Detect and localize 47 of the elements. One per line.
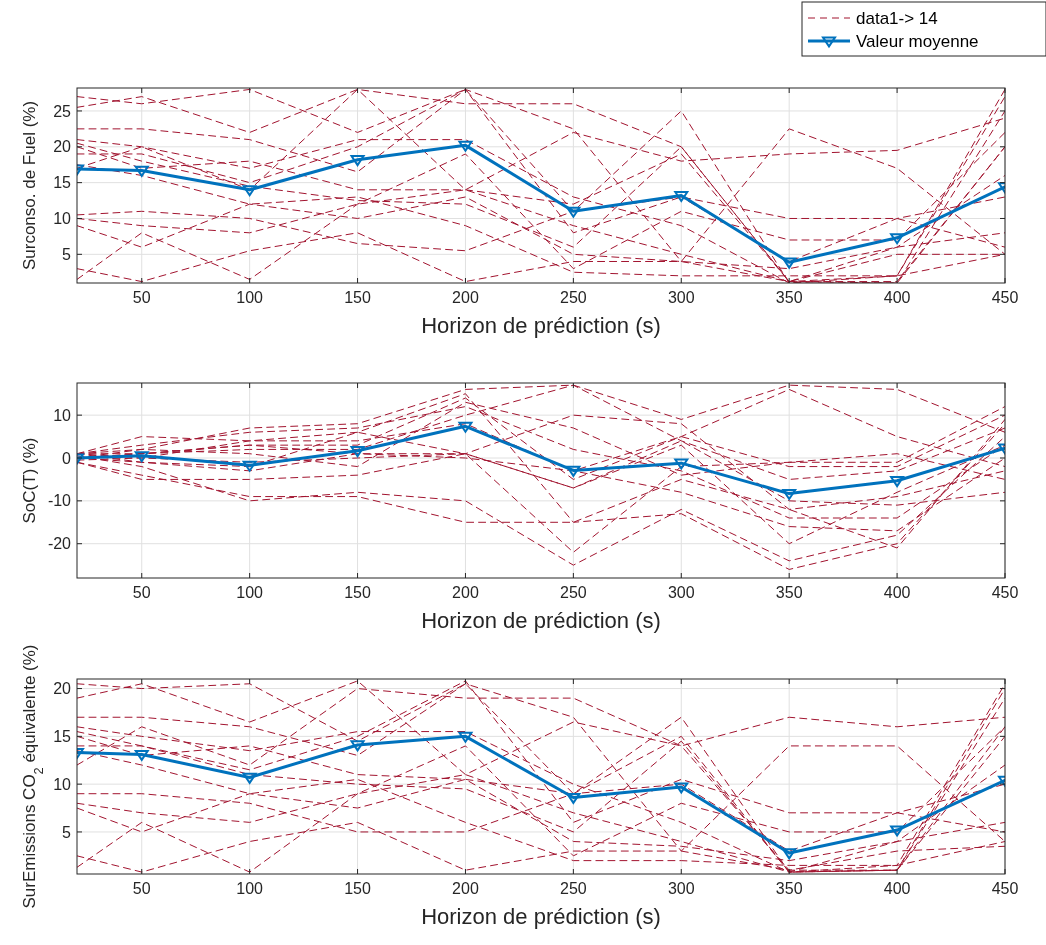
y-tick-label: 15 (53, 174, 72, 192)
y-tick-label: -10 (47, 492, 72, 510)
x-tick-label: 300 (667, 289, 695, 306)
x-tick-label: 200 (452, 289, 479, 306)
x-tick-label: 100 (236, 584, 264, 601)
y-tick-label: -20 (47, 535, 72, 553)
x-tick-label: 250 (560, 289, 587, 306)
x-tick-label: 200 (452, 584, 479, 601)
y-tick-label: 15 (53, 727, 72, 745)
legend-label: data1-> 14 (856, 8, 938, 28)
x-tick-label: 250 (560, 584, 587, 601)
x-tick-label: 100 (236, 880, 264, 897)
x-tick-label: 150 (344, 584, 371, 601)
x-tick-label: 400 (883, 289, 911, 306)
y-tick-label: 10 (53, 775, 72, 793)
y-tick-label: 20 (53, 138, 72, 156)
x-axis-title: Horizon de prédiction (s) (421, 313, 661, 338)
x-tick-label: 450 (991, 289, 1019, 306)
x-tick-label: 50 (132, 584, 151, 601)
y-tick-label: 0 (62, 449, 72, 467)
y-tick-label: 5 (62, 823, 72, 841)
x-tick-label: 450 (991, 584, 1019, 601)
y-tick-label: 10 (53, 210, 72, 228)
x-tick-label: 200 (452, 880, 479, 897)
y-tick-label: 5 (62, 245, 72, 263)
x-tick-label: 50 (132, 880, 151, 897)
x-tick-label: 250 (560, 880, 587, 897)
x-tick-label: 300 (667, 880, 695, 897)
legend-label: Valeur moyenne (856, 31, 979, 51)
y-tick-label: 20 (53, 680, 72, 698)
y-tick-label: 10 (53, 406, 72, 424)
x-tick-label: 350 (775, 584, 803, 601)
y-axis-title: Surconso. de Fuel (%) (20, 100, 39, 271)
x-tick-label: 100 (236, 289, 264, 306)
x-tick-label: 450 (991, 880, 1019, 897)
y-axis-title: SoC(T) (%) (20, 437, 39, 524)
x-tick-label: 300 (667, 584, 695, 601)
x-tick-label: 50 (132, 289, 151, 306)
x-axis-title: Horizon de prédiction (s) (421, 904, 661, 929)
x-tick-label: 400 (883, 880, 911, 897)
x-tick-label: 350 (775, 880, 803, 897)
x-axis-title: Horizon de prédiction (s) (421, 608, 661, 633)
x-tick-label: 150 (344, 880, 371, 897)
x-tick-label: 350 (775, 289, 803, 306)
x-tick-label: 400 (883, 584, 911, 601)
y-tick-label: 25 (53, 102, 72, 120)
x-tick-label: 150 (344, 289, 371, 306)
